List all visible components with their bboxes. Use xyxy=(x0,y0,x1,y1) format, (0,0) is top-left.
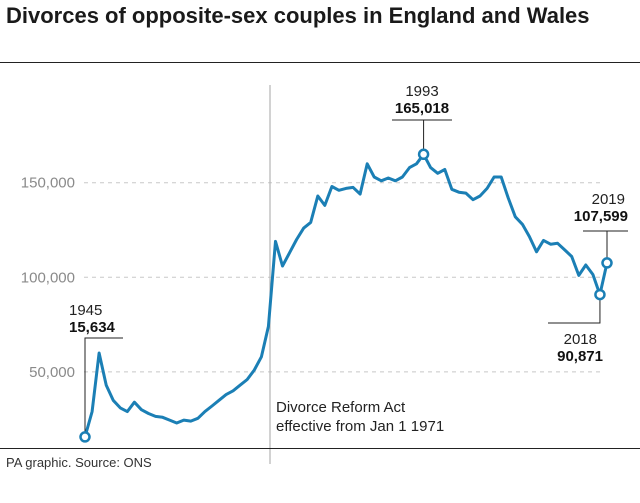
leader-2018 xyxy=(548,299,601,324)
annotation-2018-value: 90,871 xyxy=(557,348,603,365)
annotation-1993-value: 165,018 xyxy=(395,100,449,117)
annotation-2019-year: 2019 xyxy=(592,191,625,208)
annotation-1945-year: 1945 xyxy=(69,302,102,319)
divorces-series-line xyxy=(83,152,609,439)
leader-1945 xyxy=(84,337,123,432)
annotation-2019-value: 107,599 xyxy=(574,208,628,225)
source-note: PA graphic. Source: ONS xyxy=(6,455,152,470)
chart-title: Divorces of opposite-sex couples in Engl… xyxy=(6,3,590,28)
title-divider xyxy=(0,62,640,63)
annotation-markers xyxy=(79,148,613,443)
reform-act-label-line1: Divorce Reform Act xyxy=(276,399,406,416)
annotation-leaders xyxy=(84,119,628,432)
marker-1993 xyxy=(417,148,430,161)
annotation-1945-value: 15,634 xyxy=(69,319,116,336)
marker-1945 xyxy=(79,431,91,443)
y-tick-label: 150,000 xyxy=(21,175,75,192)
annotation-1993-year: 1993 xyxy=(405,83,438,100)
grid-lines xyxy=(84,182,603,373)
marker-2019 xyxy=(601,257,613,269)
footer-divider xyxy=(0,448,640,449)
leader-2019 xyxy=(583,230,628,258)
leader-1993 xyxy=(392,119,452,150)
y-tick-label: 100,000 xyxy=(21,269,75,286)
y-tick-label: 50,000 xyxy=(29,364,75,381)
reform-act-label-line2: effective from Jan 1 1971 xyxy=(276,418,444,435)
y-axis-ticks: 50,000 100,000 150,000 xyxy=(21,175,75,381)
marker-2018 xyxy=(594,288,606,301)
annotation-2018-year: 2018 xyxy=(564,331,597,348)
